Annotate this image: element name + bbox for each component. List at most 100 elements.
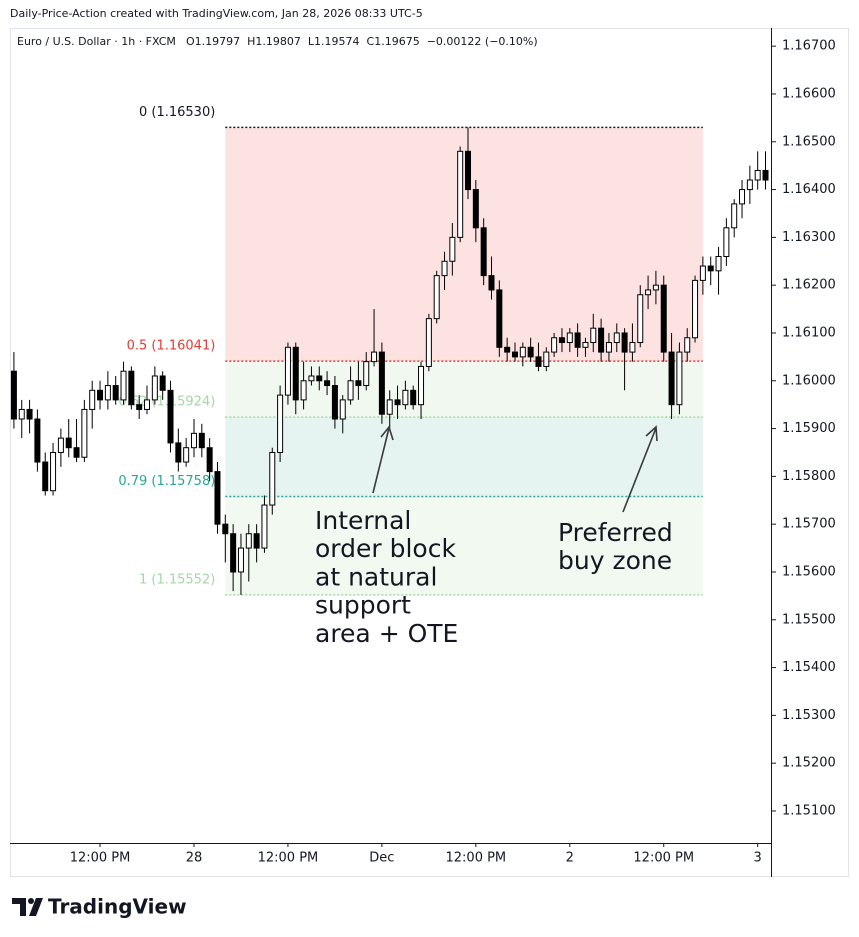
candle-body — [159, 375, 166, 391]
fib-label: 1 (1.15552) — [139, 572, 215, 587]
symbol-legend: Euro / U.S. Dollar · 1h · FXCM — [17, 35, 176, 48]
candles — [10, 127, 769, 595]
candle-body — [465, 150, 472, 191]
annotation-line: buy zone — [558, 546, 672, 575]
logo-icon — [12, 898, 43, 916]
candle-body — [175, 442, 182, 463]
candle-body — [386, 399, 393, 415]
candle-body — [660, 284, 667, 353]
y-tick-label: 1.16700 — [782, 39, 836, 54]
candle-body — [128, 370, 135, 406]
candle-body — [89, 389, 96, 410]
candle-body — [621, 332, 628, 353]
annotation-line: support — [315, 591, 411, 620]
fib-label: 0.62 (1.15924) — [118, 395, 215, 410]
candle-body — [519, 346, 526, 358]
y-tick-label: 1.15800 — [782, 469, 836, 484]
candle-body — [277, 394, 284, 453]
candle-body — [496, 289, 503, 348]
y-tick-label: 1.15700 — [782, 517, 836, 532]
candle-body — [418, 365, 425, 406]
candle-body — [26, 408, 33, 420]
candle-body — [676, 351, 683, 406]
candle-body — [42, 461, 49, 492]
candle-body — [363, 361, 370, 387]
y-tick-label: 1.15300 — [782, 708, 836, 723]
candle-body — [754, 169, 761, 181]
x-tick-label: 12:00 PM — [446, 851, 507, 866]
candle-body — [120, 370, 127, 401]
candle-body — [151, 375, 158, 401]
y-tick-label: 1.15100 — [782, 803, 836, 818]
y-tick-label: 1.16300 — [782, 230, 836, 245]
candle-body — [731, 203, 738, 229]
candle-body — [394, 399, 401, 406]
ohlc-value: C1.19675 — [367, 35, 420, 48]
candle-body — [206, 447, 213, 473]
ohlc-value: −0.00122 (−0.10%) — [427, 35, 538, 48]
candle-body — [527, 346, 534, 358]
fib-zone — [225, 496, 703, 595]
candle-body — [378, 351, 385, 415]
arrow-head — [645, 425, 658, 442]
fib-label: 0.5 (1.16041) — [127, 339, 216, 354]
annotation-line: Internal — [315, 506, 411, 535]
candle-body — [34, 418, 41, 463]
candle-body — [551, 337, 558, 353]
y-tick-label: 1.16100 — [782, 325, 836, 340]
candle-body — [347, 380, 354, 401]
logo-dot — [28, 898, 34, 904]
y-tick-label: 1.15200 — [782, 756, 836, 771]
arrow-head — [380, 425, 394, 441]
y-tick-label: 1.16500 — [782, 134, 836, 149]
candle-body — [316, 375, 323, 382]
candle-body — [433, 275, 440, 320]
candle-body — [746, 179, 753, 191]
candle-body — [183, 447, 190, 463]
y-tick-label: 1.15500 — [782, 612, 836, 627]
candle-body — [637, 294, 644, 344]
candle-body — [652, 284, 659, 291]
candle-body — [425, 318, 432, 367]
candle-body — [598, 327, 605, 353]
candle-body — [355, 380, 362, 387]
axes: 1.16700 1.16600 1.16500 1.16400 1.16300 1.162… — [70, 39, 836, 866]
annotation-line: Preferred — [558, 518, 673, 547]
candle-body — [511, 351, 518, 358]
candle-body — [65, 437, 72, 449]
candle-body — [222, 523, 229, 535]
x-tick-label: 12:00 PM — [70, 851, 131, 866]
candle-body — [237, 547, 244, 573]
candle-body — [684, 337, 691, 353]
candle-body — [144, 399, 151, 410]
candle-body — [18, 408, 25, 420]
annotation-line: area + OTE — [315, 619, 458, 648]
candle-body — [739, 189, 746, 205]
candle-body — [190, 432, 197, 449]
x-tick-label: 12:00 PM — [633, 851, 694, 866]
candle-body — [308, 375, 315, 382]
candle-body — [73, 447, 80, 458]
x-tick-label: 12:00 PM — [258, 851, 319, 866]
y-tick-label: 1.15400 — [782, 660, 836, 675]
fib-zone — [225, 127, 703, 362]
candle-body — [480, 227, 487, 277]
ohlc-value: L1.19574 — [308, 35, 360, 48]
candle-body — [613, 332, 620, 344]
candle-body — [699, 265, 706, 281]
candle-body — [97, 389, 104, 401]
y-tick-label: 1.16600 — [782, 86, 836, 101]
candle-body — [629, 342, 636, 353]
x-tick-label: Dec — [369, 851, 394, 866]
candle-body — [504, 346, 511, 353]
x-tick-label: 2 — [566, 851, 574, 866]
fib-label: 0.79 (1.15758) — [118, 474, 215, 489]
y-tick-label: 1.16000 — [782, 373, 836, 388]
candle-body — [245, 533, 252, 549]
candle-body — [692, 279, 699, 339]
candle-body — [715, 255, 722, 272]
candle-body — [762, 169, 769, 181]
